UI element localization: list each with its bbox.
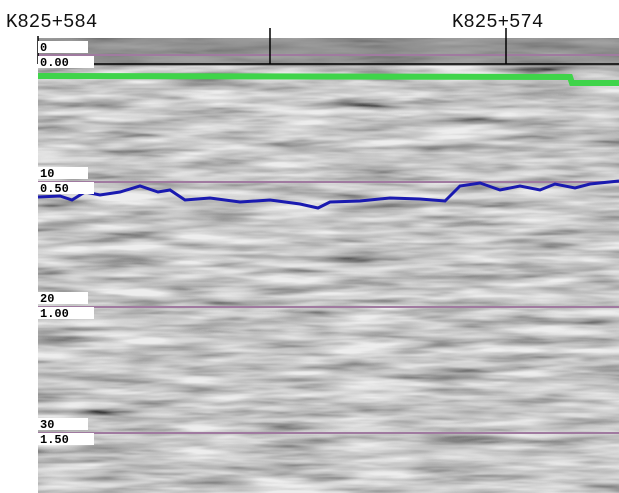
time-label: 30 [40, 418, 54, 432]
layer-horizon [37, 179, 619, 210]
depth-label: 0.00 [40, 56, 69, 70]
depth-label: 1.50 [40, 433, 69, 447]
label-box [38, 182, 94, 194]
time-label: 0 [40, 41, 47, 55]
label-box [38, 433, 94, 445]
radar-top-band [38, 38, 619, 66]
depth-label: 1.00 [40, 307, 69, 321]
station-label: K825+584 [6, 11, 97, 33]
surface-horizon [37, 73, 619, 86]
time-label: 20 [40, 292, 54, 306]
depth-scale: 00.00 100.50 201.00 301.50 [38, 41, 94, 447]
time-label: 10 [40, 167, 54, 181]
label-box [38, 167, 88, 179]
label-box [38, 56, 94, 68]
station-label: K825+574 [452, 11, 543, 33]
label-box [38, 307, 94, 319]
label-box [38, 41, 88, 53]
label-box [38, 292, 88, 304]
depth-label: 0.50 [40, 182, 69, 196]
radar-texture [38, 38, 619, 493]
label-box [38, 418, 88, 430]
